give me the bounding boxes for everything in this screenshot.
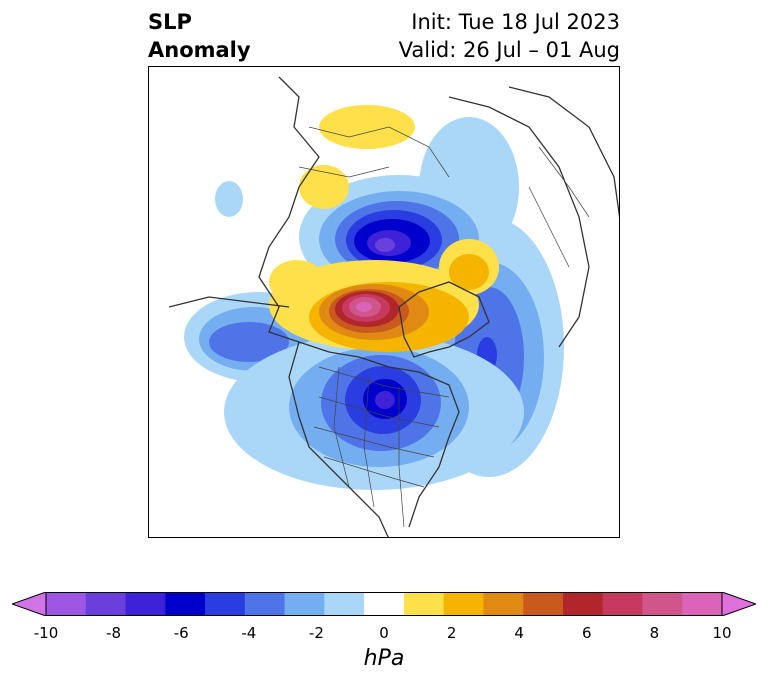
coastlines [168,76,619,537]
colorbar-tick-label: 4 [514,624,524,642]
colorbar-segment [443,592,484,616]
colorbar-tick-label: -6 [173,624,189,642]
colorbar-tick-label: -8 [106,624,122,642]
colorbar-segment [682,592,723,616]
colorbar-segment [562,592,604,616]
colorbar-segment [324,592,365,616]
colorbar-segment [483,592,524,616]
colorbar-segment [125,592,166,616]
colorbar-extend-max [721,592,756,616]
slp-anomaly-map [168,76,619,537]
map-title: SLP Anomaly [148,8,251,64]
colorbar-segment [602,592,643,616]
map-panel [148,66,620,538]
colorbar-segment [85,592,127,616]
colorbar-segment [403,592,445,616]
colorbar-segment [642,592,683,616]
colorbar-tick-label: 10 [712,624,732,642]
colorbar-segment [284,592,325,616]
init-date: Init: Tue 18 Jul 2023 [411,10,620,34]
colorbar-segment [205,592,246,616]
colorbar-tick-label: 8 [649,624,660,642]
title-line-1: SLP [148,10,192,34]
valid-range: Valid: 26 Jul – 01 Aug [398,38,620,62]
colorbar-ticks: -10 -8 -6 -4 -2 0 2 4 6 8 10 [0,624,768,644]
colorbar-tick-label: 2 [446,624,457,642]
colorbar-tick-label: -4 [241,624,257,642]
colorbar-tick-label: 0 [379,624,389,642]
forecast-dates: Init: Tue 18 Jul 2023 Valid: 26 Jul – 01… [399,8,620,64]
borders [298,126,590,528]
canada-low [224,334,524,490]
colorbar-unit: hPa [363,646,405,671]
colorbar-tick-label: 6 [582,624,592,642]
colorbar-tick-label: -2 [308,624,324,642]
colorbar-segment [46,592,87,616]
colorbar-tick-label: -10 [33,624,59,642]
colorbar-segment [165,592,206,616]
title-line-2: Anomaly [148,38,251,62]
colorbar-segment [244,592,286,616]
europe-high [319,105,415,149]
colorbar [12,592,756,616]
colorbar-extend-min [12,592,47,616]
colorbar-segment [364,592,405,616]
russia-high [299,165,349,209]
colorbar-segment [523,592,564,616]
